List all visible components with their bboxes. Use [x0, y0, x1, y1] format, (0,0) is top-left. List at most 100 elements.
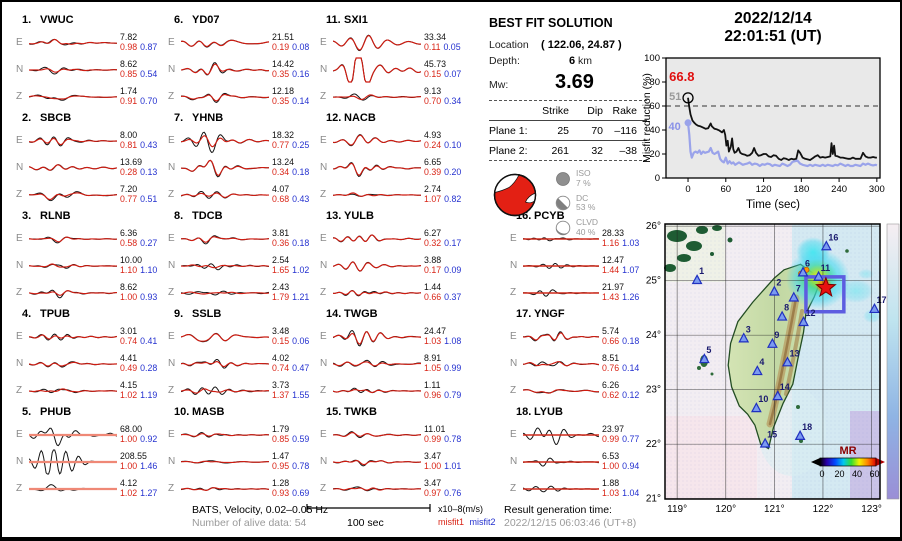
- mw-value: 3.69: [555, 71, 594, 93]
- waveform-trace-TWKB-N: N 3.47 1.00 1.01: [320, 448, 472, 475]
- trace-values: 1.88 1.03 1.04: [602, 478, 649, 498]
- trace-values: 4.15 1.02 1.19: [120, 380, 167, 400]
- col-strike: Strike: [542, 104, 569, 117]
- trace-values: 9.13 0.70 0.34: [424, 85, 471, 106]
- misfit2-value: 0.47: [292, 362, 310, 373]
- misfit1-value: 0.96: [424, 389, 442, 400]
- trace-values: 12.47 1.44 1.07: [602, 255, 649, 275]
- misfit-values: 0.17 0.09: [424, 265, 471, 276]
- time-scale-bar: [306, 504, 431, 512]
- misfit1-value: 0.34: [272, 166, 290, 177]
- station-code: YULB: [344, 210, 374, 222]
- trace-values: 12.18 0.35 0.14: [272, 86, 319, 106]
- map-station-marker-12: [798, 316, 809, 327]
- location-label: Location: [489, 39, 529, 51]
- waveform-plot-SBCB-N: [29, 163, 117, 171]
- waveform-plot-TPUB-N: [29, 360, 117, 368]
- misfit-values: 0.15 0.06: [272, 336, 319, 347]
- waveform-trace-YHNB-N: N 13.24 0.34 0.18: [168, 154, 320, 181]
- misfit2-value: 0.51: [140, 193, 158, 204]
- station-code: SSLB: [192, 308, 222, 320]
- svg-text:240: 240: [831, 184, 847, 195]
- station-panel-RLNB: 3. RLNB E 6.36 0.58 0.27 N 10.00 1.10 1.10 Z 8.62 1.…: [16, 210, 168, 308]
- misfit-values: 0.74 0.41: [120, 336, 167, 347]
- misfit-values: 0.36 0.18: [272, 237, 319, 249]
- lon-tick-121°: 121°: [764, 504, 785, 515]
- waveform-trace-YD07-E: E 21.51 0.19 0.08: [168, 29, 320, 56]
- decomp-dc: DC 53 %: [555, 193, 598, 214]
- component-label: E: [320, 331, 327, 342]
- mechanism-row: ISO 7 % DC 53 % CLVD 40 %: [489, 168, 647, 243]
- waveform-plot-SSLB-N: [181, 358, 269, 369]
- station-number: 9.: [174, 308, 184, 320]
- svg-text:40: 40: [852, 469, 862, 479]
- trace-values: 68.00 1.00 0.92: [120, 424, 167, 444]
- station-header: 7. YHNB: [168, 112, 320, 127]
- component-label: Z: [510, 483, 517, 494]
- component-label: E: [16, 429, 23, 440]
- misfit-values: 0.99 0.78: [424, 434, 471, 445]
- misfit2-value: 0.18: [292, 237, 310, 248]
- station-header: 6. YD07: [168, 14, 320, 29]
- component-label: Z: [168, 91, 175, 102]
- amplitude-value: 2.54: [272, 254, 290, 265]
- station-header: 10. MASB: [168, 406, 320, 421]
- station-panel-PCYB: 16. PCYB E 28.33 1.16 1.03 N 12.47 1.44 1.07 Z 21.9…: [510, 210, 650, 308]
- misfit2-value: 0.10: [444, 139, 462, 150]
- station-number: 11.: [326, 14, 341, 26]
- waveform-plot-TWGB-N: [333, 359, 421, 367]
- lat-tick-21°: 21°: [646, 494, 661, 505]
- waveform-trace-PHUB-E: E 68.00 1.00 0.92: [16, 421, 168, 448]
- station-panel-TDCB: 8. TDCB E 3.81 0.36 0.18 N 2.54 1.65 1.02 Z 2.43 1.7…: [168, 210, 320, 308]
- misfit1-value: 0.91: [120, 95, 138, 106]
- misfit-values: 1.00 0.94: [602, 461, 649, 472]
- trace-values: 4.41 0.49 0.28: [120, 353, 167, 373]
- trace-values: 1.74 0.91 0.70: [120, 86, 167, 106]
- misfit2-value: 0.82: [444, 193, 462, 204]
- amplitude-value: 6.65: [424, 156, 442, 167]
- trace-values: 13.69 0.28 0.13: [120, 157, 167, 177]
- misfit2-value: 0.08: [292, 41, 310, 52]
- station-code: SBCB: [40, 112, 72, 124]
- amplitude-value: 7.82: [120, 31, 138, 42]
- amplitude-value: 11.01: [424, 423, 446, 434]
- amplitude-value: 4.12: [120, 477, 138, 488]
- amplitude-value: 3.88: [424, 254, 442, 265]
- misfit1-value: 1.37: [272, 389, 290, 400]
- station-header: 2. SBCB: [16, 112, 168, 127]
- misfit2-value: 0.05: [443, 41, 461, 52]
- amplitude-value: 23.97: [602, 423, 625, 434]
- lon-tick-122°: 122°: [813, 504, 834, 515]
- nodal-planes-table: Strike Dip Rake Plane 1: 25 70 –116 Plan…: [489, 100, 647, 161]
- misfit-values: 1.05 0.99: [424, 363, 471, 374]
- misfit-values: 0.85 0.54: [120, 69, 167, 80]
- map-station-label-16: 16: [828, 232, 838, 242]
- misfit-values: 0.11 0.05: [424, 41, 471, 53]
- component-label: Z: [168, 483, 175, 494]
- misfit2-value: 0.77: [622, 433, 640, 444]
- amplitude-value: 1.28: [272, 477, 290, 488]
- component-label: Z: [320, 91, 327, 102]
- misfit1-value: 0.62: [602, 389, 620, 400]
- waveform-plot-NACB-N: [333, 161, 421, 177]
- station-code: YHNB: [192, 112, 224, 124]
- waveform-plot-SXI1-N: [333, 56, 421, 83]
- svg-text:60: 60: [869, 469, 879, 479]
- waveform-plot-PCYB-Z: [523, 288, 599, 297]
- waveform-trace-TDCB-E: E 3.81 0.36 0.18: [168, 225, 320, 252]
- amplitude-value: 9.13: [424, 85, 442, 96]
- component-label: N: [168, 260, 176, 271]
- misfit1-value: 0.32: [424, 237, 442, 248]
- waveform-trace-SXI1-E: E 33.34 0.11 0.05: [320, 29, 472, 56]
- waveform-plot-MASB-E: [181, 431, 269, 438]
- map-station-label-15: 15: [767, 430, 777, 440]
- misfit2-value: 0.17: [444, 237, 462, 248]
- waveform-trace-VWUC-Z: Z 1.74 0.91 0.70: [16, 83, 168, 110]
- waveform-plot-TWKB-N: [333, 459, 421, 466]
- misfit-values: 0.97 0.76: [424, 488, 471, 499]
- misfit-values: 0.68 0.43: [272, 194, 319, 205]
- component-label: N: [320, 162, 328, 173]
- trace-values: 8.62 0.85 0.54: [120, 59, 167, 80]
- misfit1-value: 0.81: [120, 139, 138, 150]
- amplitude-value: 6.36: [120, 227, 138, 238]
